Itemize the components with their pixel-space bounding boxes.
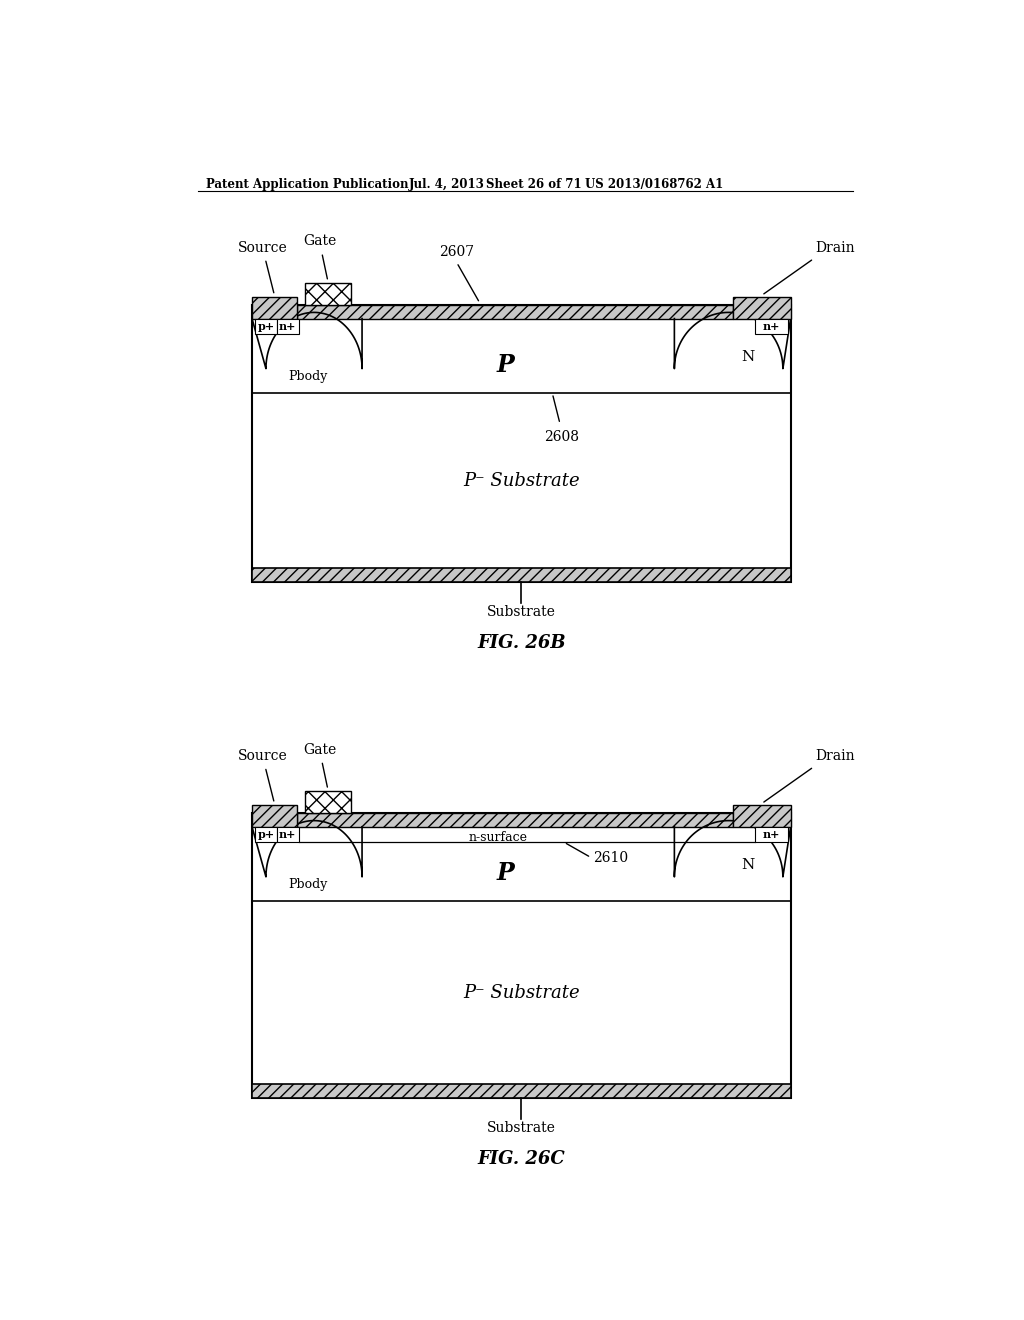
- Bar: [732, 805, 791, 826]
- Text: 2607: 2607: [439, 244, 474, 259]
- Text: Jul. 4, 2013: Jul. 4, 2013: [410, 178, 485, 190]
- Text: FIG. 26C: FIG. 26C: [477, 1150, 565, 1168]
- Bar: [297, 305, 732, 318]
- Text: P: P: [497, 861, 515, 884]
- Bar: [252, 813, 791, 1098]
- Text: 2610: 2610: [593, 850, 629, 865]
- Text: Substrate: Substrate: [486, 1121, 556, 1135]
- Text: N: N: [741, 858, 755, 873]
- Bar: [755, 826, 787, 842]
- Bar: [255, 826, 276, 842]
- Text: Pbody: Pbody: [288, 878, 328, 891]
- Text: Substrate: Substrate: [486, 605, 556, 619]
- Bar: [276, 826, 299, 842]
- Text: N: N: [741, 350, 755, 364]
- Text: p+: p+: [257, 829, 274, 840]
- Bar: [276, 318, 299, 334]
- Bar: [252, 305, 791, 582]
- Text: n+: n+: [763, 829, 780, 840]
- Bar: [732, 297, 791, 318]
- Text: n+: n+: [279, 321, 296, 331]
- Text: 2608: 2608: [544, 430, 580, 445]
- Bar: [305, 792, 351, 813]
- Bar: [252, 1084, 791, 1098]
- Text: Drain: Drain: [815, 748, 855, 763]
- Text: Patent Application Publication: Patent Application Publication: [206, 178, 408, 190]
- Text: Sheet 26 of 71: Sheet 26 of 71: [486, 178, 582, 190]
- Text: P⁻ Substrate: P⁻ Substrate: [463, 471, 580, 490]
- Bar: [305, 284, 351, 305]
- Text: P⁻ Substrate: P⁻ Substrate: [463, 983, 580, 1002]
- Text: Gate: Gate: [303, 235, 337, 248]
- Text: US 2013/0168762 A1: US 2013/0168762 A1: [586, 178, 724, 190]
- Bar: [297, 813, 732, 826]
- Text: n+: n+: [279, 829, 296, 840]
- Bar: [252, 568, 791, 582]
- Text: Source: Source: [238, 748, 288, 763]
- Bar: [255, 318, 276, 334]
- Text: P: P: [497, 352, 515, 376]
- Text: FIG. 26B: FIG. 26B: [477, 635, 565, 652]
- Text: n+: n+: [763, 321, 780, 331]
- Text: Source: Source: [238, 240, 288, 255]
- Bar: [755, 318, 787, 334]
- Text: Pbody: Pbody: [288, 370, 328, 383]
- Text: Gate: Gate: [303, 743, 337, 756]
- Text: p+: p+: [257, 321, 274, 331]
- Bar: [252, 805, 297, 826]
- Text: n-surface: n-surface: [469, 832, 527, 843]
- Bar: [252, 297, 297, 318]
- Text: Drain: Drain: [815, 240, 855, 255]
